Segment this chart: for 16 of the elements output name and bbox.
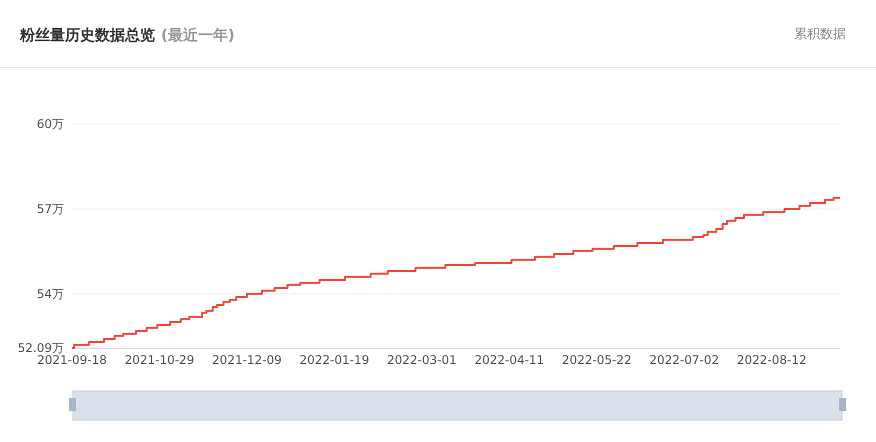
y-tick-label: 60万 <box>36 117 64 131</box>
x-tick-label: 2022-03-01 <box>386 353 457 367</box>
x-tick-label: 2021-10-29 <box>124 353 194 367</box>
x-tick-label: 2022-08-12 <box>736 353 807 367</box>
x-tick-label: 2022-05-22 <box>562 353 632 367</box>
chart-title: 粉丝量历史数据总览 <box>19 26 155 44</box>
x-tick-label: 2022-04-11 <box>474 353 544 367</box>
x-tick-label: 2021-12-09 <box>212 353 282 367</box>
y-tick-label: 52.09万 <box>18 341 64 355</box>
chart-subtitle: (最近一年) <box>161 26 235 44</box>
x-tick-label: 2021-09-18 <box>37 353 107 367</box>
text: 累积数据 <box>794 27 846 42</box>
x-tick-label: 2022-07-02 <box>649 353 720 367</box>
x-tick-label: 2022-01-19 <box>300 353 370 367</box>
y-tick-label: 57万 <box>36 202 64 216</box>
y-tick-label: 54万 <box>36 286 64 301</box>
